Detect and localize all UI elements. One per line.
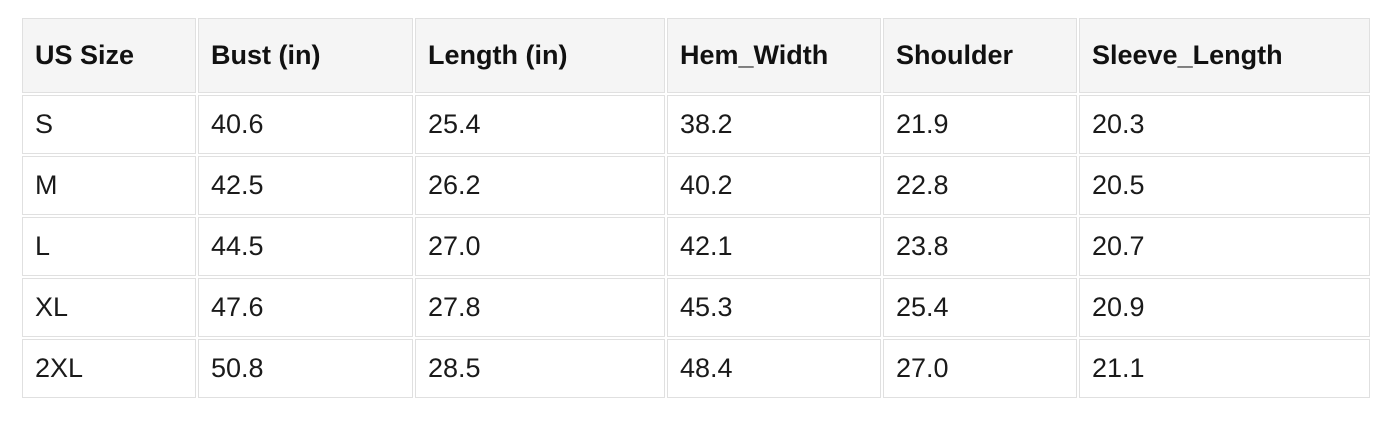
cell-length: 28.5 (415, 339, 665, 398)
header-row: US Size Bust (in) Length (in) Hem_Width … (22, 18, 1370, 93)
table-row-m: M 42.5 26.2 40.2 22.8 20.5 (22, 156, 1370, 215)
cell-hem-width: 48.4 (667, 339, 881, 398)
column-header-bust: Bust (in) (198, 18, 413, 93)
cell-bust: 44.5 (198, 217, 413, 276)
cell-size: S (22, 95, 196, 154)
cell-size: M (22, 156, 196, 215)
cell-length: 27.8 (415, 278, 665, 337)
cell-sleeve-length: 20.9 (1079, 278, 1370, 337)
cell-bust: 50.8 (198, 339, 413, 398)
cell-shoulder: 22.8 (883, 156, 1077, 215)
column-header-us-size: US Size (22, 18, 196, 93)
cell-size: XL (22, 278, 196, 337)
cell-sleeve-length: 21.1 (1079, 339, 1370, 398)
cell-sleeve-length: 20.7 (1079, 217, 1370, 276)
size-chart-table: US Size Bust (in) Length (in) Hem_Width … (20, 16, 1372, 400)
cell-shoulder: 27.0 (883, 339, 1077, 398)
cell-shoulder: 23.8 (883, 217, 1077, 276)
table-row-l: L 44.5 27.0 42.1 23.8 20.7 (22, 217, 1370, 276)
column-header-sleeve-length: Sleeve_Length (1079, 18, 1370, 93)
cell-hem-width: 42.1 (667, 217, 881, 276)
cell-hem-width: 38.2 (667, 95, 881, 154)
cell-bust: 40.6 (198, 95, 413, 154)
cell-shoulder: 21.9 (883, 95, 1077, 154)
cell-length: 26.2 (415, 156, 665, 215)
cell-size: 2XL (22, 339, 196, 398)
cell-size: L (22, 217, 196, 276)
cell-hem-width: 40.2 (667, 156, 881, 215)
cell-length: 25.4 (415, 95, 665, 154)
cell-sleeve-length: 20.3 (1079, 95, 1370, 154)
column-header-hem-width: Hem_Width (667, 18, 881, 93)
cell-shoulder: 25.4 (883, 278, 1077, 337)
column-header-shoulder: Shoulder (883, 18, 1077, 93)
table-row-xl: XL 47.6 27.8 45.3 25.4 20.9 (22, 278, 1370, 337)
table-row-2xl: 2XL 50.8 28.5 48.4 27.0 21.1 (22, 339, 1370, 398)
cell-bust: 42.5 (198, 156, 413, 215)
column-header-length: Length (in) (415, 18, 665, 93)
table-row-s: S 40.6 25.4 38.2 21.9 20.3 (22, 95, 1370, 154)
cell-sleeve-length: 20.5 (1079, 156, 1370, 215)
cell-bust: 47.6 (198, 278, 413, 337)
cell-hem-width: 45.3 (667, 278, 881, 337)
cell-length: 27.0 (415, 217, 665, 276)
